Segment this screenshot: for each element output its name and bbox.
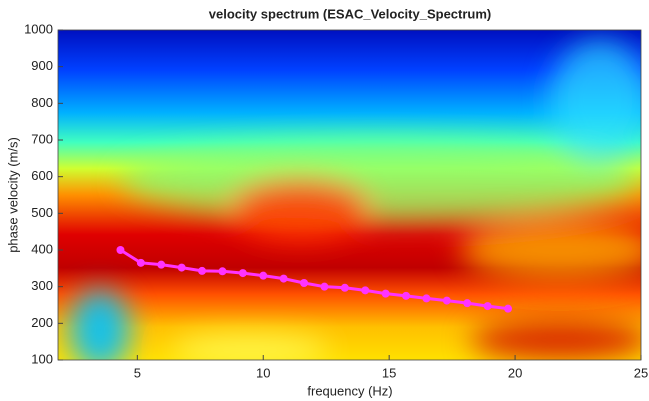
- x-tick-label: 15: [382, 365, 396, 380]
- y-tick-label: 500: [31, 205, 53, 220]
- y-tick-label: 200: [31, 315, 53, 330]
- point: [238, 269, 247, 278]
- point: [300, 279, 309, 287]
- point: [198, 266, 207, 275]
- point: [422, 294, 431, 303]
- y-tick-label: 400: [31, 241, 53, 256]
- point: [259, 271, 268, 280]
- point: [483, 302, 492, 311]
- x-tick-label: 5: [134, 365, 141, 380]
- point: [116, 246, 125, 254]
- point: [463, 299, 472, 308]
- point: [218, 267, 227, 276]
- y-axis-label: phase velocity (m/s): [5, 137, 20, 253]
- y-tick-label: 800: [31, 95, 53, 110]
- chart-title: velocity spectrum (ESAC_Velocity_Spectru…: [209, 6, 492, 21]
- point: [320, 282, 329, 291]
- y-tick-label: 700: [31, 131, 53, 146]
- x-tick-label: 25: [634, 365, 648, 380]
- x-tick-label: 10: [256, 365, 270, 380]
- x-axis-label: frequency (Hz): [307, 383, 392, 398]
- point: [136, 258, 145, 267]
- point: [279, 274, 288, 283]
- point: [442, 296, 451, 305]
- point: [157, 260, 166, 269]
- point: [402, 291, 411, 300]
- y-tick-label: 100: [31, 351, 53, 366]
- y-tick-label: 900: [31, 58, 53, 73]
- point: [177, 263, 186, 272]
- y-tick-label: 1000: [24, 21, 53, 36]
- point: [340, 283, 349, 292]
- point: [361, 286, 370, 295]
- x-tick-label: 20: [508, 365, 522, 380]
- spectrum-background: [58, 30, 641, 360]
- point: [381, 289, 390, 298]
- y-tick-label: 300: [31, 278, 53, 293]
- y-tick-label: 600: [31, 168, 53, 183]
- point: [504, 304, 513, 313]
